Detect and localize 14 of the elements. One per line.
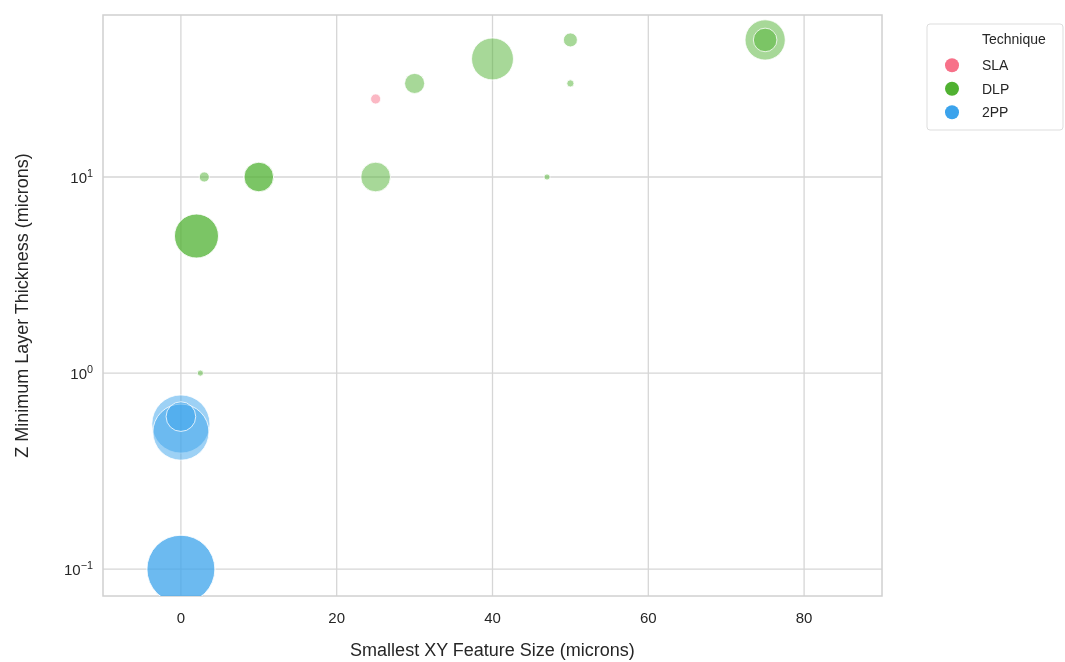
- legend-label: DLP: [982, 80, 1010, 97]
- x-tick-label: 0: [176, 609, 186, 626]
- x-tick-label: 40: [484, 609, 501, 626]
- y-tick-label: 10$^{1}$: [70, 166, 93, 186]
- x-tick-label: 60: [639, 609, 657, 626]
- x-tick-label: 20: [328, 609, 346, 626]
- y-tick-label: 10$^{−1}$: [64, 559, 93, 579]
- y-axis-title: Z Minimum Layer Thickness (microns): [12, 153, 32, 458]
- x-axis-title: Smallest XY Feature Size (microns): [350, 640, 635, 660]
- y-tick-label: 10$^{0}$: [70, 363, 93, 383]
- x-tick-label: 80: [795, 609, 813, 626]
- legend-label: SLA: [982, 57, 1010, 74]
- legend-title: Technique: [982, 31, 1047, 47]
- legend-label: 2PP: [982, 104, 1009, 121]
